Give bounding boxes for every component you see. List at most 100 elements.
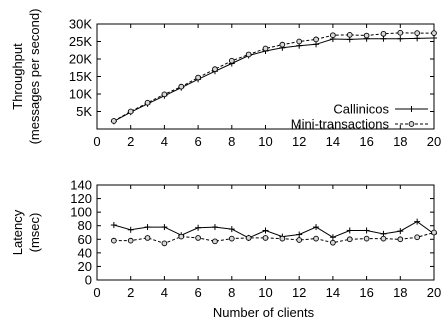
x-tick-label: 0 [93, 285, 100, 300]
data-point-mini-transactions [161, 91, 168, 98]
data-point-mini-transactions [127, 237, 134, 244]
data-point-mini-transactions [161, 240, 168, 247]
y-tick-label: 140 [70, 178, 92, 193]
data-point-mini-transactions [346, 31, 353, 38]
data-point-mini-transactions [363, 235, 370, 242]
x-tick-label: 6 [194, 134, 201, 149]
x-tick-label: 16 [359, 285, 373, 300]
data-point-mini-transactions [380, 30, 387, 37]
data-point-mini-transactions [110, 237, 117, 244]
data-point-mini-transactions [245, 51, 252, 58]
data-point-mini-transactions [127, 108, 134, 115]
y-tick-label: 60 [78, 232, 92, 247]
x-tick-label: 6 [194, 285, 201, 300]
y-axis-title: (msec) [27, 213, 42, 253]
data-point-callinicos [161, 224, 168, 231]
x-tick-label: 18 [393, 285, 407, 300]
y-tick-label: 25K [69, 34, 92, 49]
series-line-callinicos [113, 221, 435, 239]
data-point-mini-transactions [195, 74, 201, 81]
data-point-mini-transactions [212, 238, 218, 245]
series-line-mini-transactions [113, 232, 435, 244]
data-point-mini-transactions [110, 118, 117, 124]
x-tick-label: 12 [292, 134, 306, 149]
x-tick-label: 4 [161, 134, 168, 149]
x-tick-label: 10 [258, 285, 272, 300]
data-point-callinicos [363, 227, 370, 234]
data-point-callinicos [211, 224, 218, 231]
x-tick-label: 20 [427, 285, 441, 300]
y-tick-label: 15K [69, 69, 92, 84]
data-point-callinicos [431, 35, 437, 41]
data-point-callinicos [397, 228, 404, 235]
data-point-callinicos [329, 234, 336, 241]
x-tick-label: 8 [228, 285, 235, 300]
data-point-mini-transactions [296, 38, 303, 45]
data-point-mini-transactions [279, 41, 286, 48]
data-point-callinicos [380, 35, 387, 42]
y-tick-label: 10K [69, 87, 92, 102]
y-tick-label: 30K [69, 17, 92, 32]
y-axis-title: Latency [10, 209, 25, 255]
data-point-mini-transactions [195, 235, 201, 241]
y-tick-label: 40 [78, 245, 92, 260]
data-point-mini-transactions [431, 229, 437, 236]
data-point-mini-transactions [212, 66, 218, 73]
x-tick-label: 10 [258, 134, 272, 149]
y-tick-label: 5K [76, 104, 92, 119]
y-tick-label: 0 [85, 273, 92, 288]
x-tick-label: 14 [326, 134, 340, 149]
data-point-mini-transactions [313, 36, 319, 43]
data-point-callinicos [313, 41, 320, 48]
data-point-mini-transactions [414, 234, 421, 241]
x-tick-label: 8 [228, 134, 235, 149]
data-point-mini-transactions [178, 233, 185, 240]
data-point-mini-transactions [178, 83, 185, 90]
data-point-mini-transactions [397, 236, 404, 243]
legend-label: Mini-transactions [291, 117, 390, 132]
data-point-callinicos [195, 224, 202, 231]
throughput-chart: 5K 10K 15K 20K 25K 30K 0 2 4 6 8 10 12 14 16 18 20 Throug… [10, 9, 441, 149]
data-point-callinicos [397, 35, 404, 42]
legend-label: Callinicos [333, 102, 389, 117]
y-tick-label: 80 [78, 218, 92, 233]
data-point-mini-transactions [279, 235, 286, 242]
y-axis-title: (messages per second) [27, 9, 42, 145]
data-point-mini-transactions [296, 237, 303, 243]
data-point-mini-transactions [262, 235, 269, 241]
data-point-callinicos [313, 224, 320, 231]
data-point-callinicos [262, 227, 269, 234]
x-tick-label: 2 [127, 134, 134, 149]
data-point-mini-transactions [346, 236, 353, 243]
data-point-mini-transactions [262, 45, 269, 52]
data-point-mini-transactions [363, 32, 370, 39]
y-tick-label: 120 [70, 191, 92, 206]
data-point-callinicos [127, 226, 134, 233]
data-point-callinicos [414, 35, 421, 42]
data-point-callinicos [144, 224, 151, 231]
x-tick-label: 18 [393, 134, 407, 149]
y-tick-label: 20K [69, 52, 92, 67]
data-point-mini-transactions [330, 32, 336, 39]
data-point-mini-transactions [330, 239, 336, 246]
x-tick-label: 0 [93, 134, 100, 149]
y-tick-label: 100 [70, 205, 92, 220]
legend-marker-circle [408, 121, 415, 127]
data-point-mini-transactions [380, 235, 387, 242]
data-point-callinicos [228, 226, 235, 233]
data-point-mini-transactions [228, 235, 235, 242]
data-point-mini-transactions [144, 99, 151, 106]
x-tick-label: 16 [359, 134, 373, 149]
x-tick-label: 4 [161, 285, 168, 300]
x-tick-label: 14 [326, 285, 340, 300]
x-axis-title: Number of clients [213, 305, 315, 320]
series-line-mini-transactions [113, 32, 434, 122]
data-point-mini-transactions [431, 30, 437, 36]
data-point-mini-transactions [397, 29, 404, 36]
x-tick-label: 2 [127, 285, 134, 300]
y-tick-label: 20 [78, 259, 92, 274]
y-axis-title: Throughput [10, 43, 25, 110]
